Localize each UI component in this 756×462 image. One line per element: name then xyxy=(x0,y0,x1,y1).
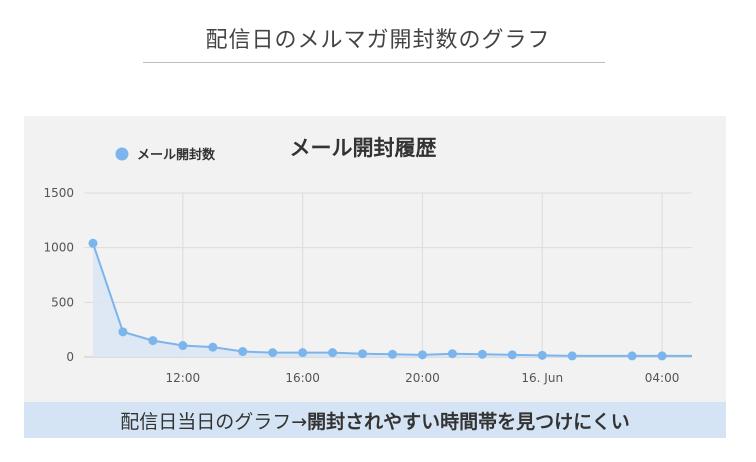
page-title: 配信日のメルマガ開封数のグラフ xyxy=(205,28,551,53)
series-line xyxy=(92,242,692,357)
caption-bar: 配信日当日のグラフ→ 開封されやすい時間帯を見つけにくい xyxy=(24,402,726,438)
data-point xyxy=(118,327,128,337)
y-tick-label: 1500 xyxy=(43,186,74,200)
data-point xyxy=(537,350,547,360)
caption-prefix: 配信日当日のグラフ→ xyxy=(120,410,308,433)
data-point xyxy=(567,351,577,361)
point-layer xyxy=(88,238,667,361)
data-point xyxy=(387,349,397,359)
y-tick-label: 500 xyxy=(51,295,74,309)
data-point xyxy=(417,350,427,360)
data-point xyxy=(328,348,338,358)
x-tick-label: 16:00 xyxy=(285,371,320,385)
chart-panel: 0 500 1000 1500 12:00 16:00 20:00 16. Jun 04:00… xyxy=(24,116,726,402)
y-tick-label: 1000 xyxy=(43,241,74,255)
legend-label: メール開封数 xyxy=(137,147,216,163)
data-point xyxy=(477,349,487,359)
series-area xyxy=(92,243,692,357)
data-point xyxy=(88,238,98,248)
y-tick-label: 0 xyxy=(66,350,74,364)
line-layer xyxy=(92,242,692,357)
y-axis-ticks: 0 500 1000 1500 xyxy=(43,186,74,364)
x-tick-label: 04:00 xyxy=(645,371,680,385)
open-history-chart: 0 500 1000 1500 12:00 16:00 20:00 16. Jun 04:00… xyxy=(43,136,692,385)
caption-emphasis: 開封されやすい時間帯を見つけにくい xyxy=(307,410,630,433)
data-point xyxy=(657,351,667,361)
x-tick-label: 16. Jun xyxy=(521,371,563,385)
data-point xyxy=(447,349,457,359)
data-point xyxy=(148,336,158,346)
data-point xyxy=(268,348,278,358)
data-point xyxy=(298,348,308,358)
chart-title: メール開封履歴 xyxy=(290,136,437,160)
legend-item[interactable]: メール開封数 xyxy=(115,147,217,163)
data-point xyxy=(178,341,188,351)
legend-marker xyxy=(115,147,129,161)
area-layer xyxy=(92,243,692,357)
data-point xyxy=(238,347,248,357)
data-point xyxy=(358,349,368,359)
grid-layer xyxy=(84,192,692,358)
title-divider xyxy=(143,62,605,63)
x-axis-ticks: 12:00 16:00 20:00 16. Jun 04:00 xyxy=(166,371,680,385)
x-tick-label: 20:00 xyxy=(405,371,440,385)
data-point xyxy=(208,342,218,352)
data-point xyxy=(507,350,517,360)
x-tick-label: 12:00 xyxy=(166,371,201,385)
data-point xyxy=(627,351,637,361)
